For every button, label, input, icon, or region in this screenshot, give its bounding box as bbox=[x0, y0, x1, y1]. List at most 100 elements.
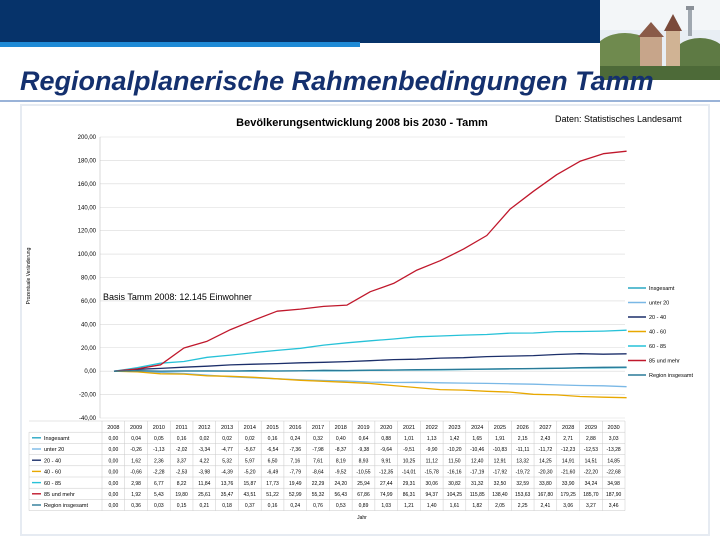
table-cell: 67,86 bbox=[357, 492, 370, 498]
table-cell: -0,26 bbox=[130, 447, 142, 453]
table-cell: -0,66 bbox=[130, 470, 142, 476]
table-cell: 22,29 bbox=[312, 481, 325, 487]
y-tick-label: 120,00 bbox=[78, 229, 97, 235]
table-cell: 55,32 bbox=[312, 492, 325, 498]
table-cell: -8,37 bbox=[335, 447, 347, 453]
table-cell: -9,64 bbox=[381, 447, 393, 453]
x-tick-label: 2017 bbox=[312, 425, 324, 431]
table-cell: -14,01 bbox=[402, 470, 416, 476]
table-cell: -22,20 bbox=[584, 470, 598, 476]
x-tick-label: 2015 bbox=[266, 425, 278, 431]
table-cell: -5,67 bbox=[244, 447, 256, 453]
source-note: Daten: Statistisches Landesamt bbox=[555, 114, 682, 124]
table-cell: 0,04 bbox=[131, 436, 141, 442]
table-cell: 6,77 bbox=[154, 481, 164, 487]
table-cell: 3,27 bbox=[586, 503, 596, 509]
table-cell: 0,00 bbox=[109, 503, 119, 509]
table-cell: 2,98 bbox=[131, 481, 141, 487]
x-tick-label: 2027 bbox=[539, 425, 551, 431]
table-cell: 3,46 bbox=[609, 503, 619, 509]
table-cell: 1,62 bbox=[131, 458, 141, 464]
table-cell: 32,50 bbox=[494, 481, 507, 487]
y-tick-label: -40,00 bbox=[79, 416, 97, 422]
table-cell: -20,30 bbox=[538, 470, 552, 476]
table-cell: 12,91 bbox=[494, 458, 507, 464]
table-cell: -13,28 bbox=[607, 447, 621, 453]
y-tick-label: 140,00 bbox=[78, 205, 97, 211]
table-cell: 179,25 bbox=[561, 492, 577, 498]
table-cell: -16,16 bbox=[447, 470, 461, 476]
table-cell: -2,28 bbox=[153, 470, 165, 476]
table-cell: -12,35 bbox=[379, 470, 393, 476]
table-cell: -17,92 bbox=[493, 470, 507, 476]
x-tick-label: 2025 bbox=[494, 425, 506, 431]
table-cell: 1,82 bbox=[472, 503, 482, 509]
table-cell: -10,20 bbox=[447, 447, 461, 453]
table-cell: 2,36 bbox=[154, 458, 164, 464]
y-tick-label: 180,00 bbox=[78, 158, 97, 164]
table-cell: 0,00 bbox=[109, 481, 119, 487]
table-cell: 19,49 bbox=[289, 481, 302, 487]
table-cell: 5,97 bbox=[245, 458, 255, 464]
table-cell: 14,51 bbox=[585, 458, 598, 464]
table-cell: 32,59 bbox=[516, 481, 529, 487]
table-cell: 3,03 bbox=[609, 436, 619, 442]
table-cell: -6,54 bbox=[267, 447, 279, 453]
table-cell: 12,40 bbox=[471, 458, 484, 464]
table-cell: 24,20 bbox=[335, 481, 348, 487]
series-line bbox=[113, 329, 627, 372]
chart-area bbox=[22, 106, 708, 534]
x-tick-label: 2010 bbox=[153, 425, 165, 431]
x-tick-label: 2009 bbox=[130, 425, 142, 431]
table-cell: 17,73 bbox=[266, 481, 279, 487]
table-cell: 1,03 bbox=[381, 503, 391, 509]
table-cell: 0,02 bbox=[199, 436, 209, 442]
table-cell: -9,38 bbox=[358, 447, 370, 453]
series-line bbox=[113, 366, 627, 372]
table-cell: 11,50 bbox=[448, 458, 460, 464]
table-cell: 0,76 bbox=[313, 503, 323, 509]
table-cell: 187,90 bbox=[606, 492, 622, 498]
table-cell: -1,13 bbox=[153, 447, 165, 453]
table-row-label: Insgesamt bbox=[44, 436, 70, 442]
table-cell: 2,43 bbox=[541, 436, 551, 442]
table-cell: 11,84 bbox=[198, 481, 210, 487]
table-cell: 0,00 bbox=[109, 470, 119, 476]
table-cell: 0,36 bbox=[131, 503, 141, 509]
table-cell: 1,91 bbox=[495, 436, 505, 442]
table-cell: -8,64 bbox=[312, 470, 324, 476]
x-tick-label: 2030 bbox=[608, 425, 620, 431]
table-cell: -19,72 bbox=[516, 470, 530, 476]
table-row-label: Region insgesamt bbox=[44, 503, 88, 509]
table-cell: 0,37 bbox=[245, 503, 255, 509]
table-cell: 0,00 bbox=[109, 436, 119, 442]
table-cell: 31,32 bbox=[471, 481, 484, 487]
table-cell: -9,52 bbox=[335, 470, 347, 476]
table-row-label: unter 20 bbox=[44, 447, 64, 453]
table-cell: 30,06 bbox=[425, 481, 438, 487]
table-cell: -10,55 bbox=[356, 470, 370, 476]
table-cell: 94,37 bbox=[425, 492, 438, 498]
legend-label: Region insgesamt bbox=[649, 373, 693, 379]
table-cell: -2,02 bbox=[176, 447, 188, 453]
table-cell: -2,53 bbox=[176, 470, 188, 476]
table-cell: 2,41 bbox=[541, 503, 551, 509]
legend-label: 85 und mehr bbox=[649, 359, 680, 365]
table-cell: -7,79 bbox=[290, 470, 302, 476]
table-cell: 1,01 bbox=[404, 436, 414, 442]
table-cell: 2,15 bbox=[518, 436, 528, 442]
x-tick-label: 2012 bbox=[198, 425, 210, 431]
series-line bbox=[113, 370, 627, 399]
table-cell: 2,05 bbox=[495, 503, 505, 509]
table-cell: 51,22 bbox=[266, 492, 279, 498]
table-cell: 11,12 bbox=[426, 458, 438, 464]
table-cell: 25,61 bbox=[198, 492, 211, 498]
table-cell: 13,32 bbox=[516, 458, 529, 464]
table-cell: -21,60 bbox=[561, 470, 575, 476]
table-cell: -11,11 bbox=[516, 447, 530, 453]
x-tick-label: 2023 bbox=[448, 425, 460, 431]
table-cell: 8,93 bbox=[359, 458, 369, 464]
table-cell: 14,91 bbox=[562, 458, 575, 464]
table-cell: 1,65 bbox=[472, 436, 482, 442]
table-cell: 14,85 bbox=[607, 458, 620, 464]
